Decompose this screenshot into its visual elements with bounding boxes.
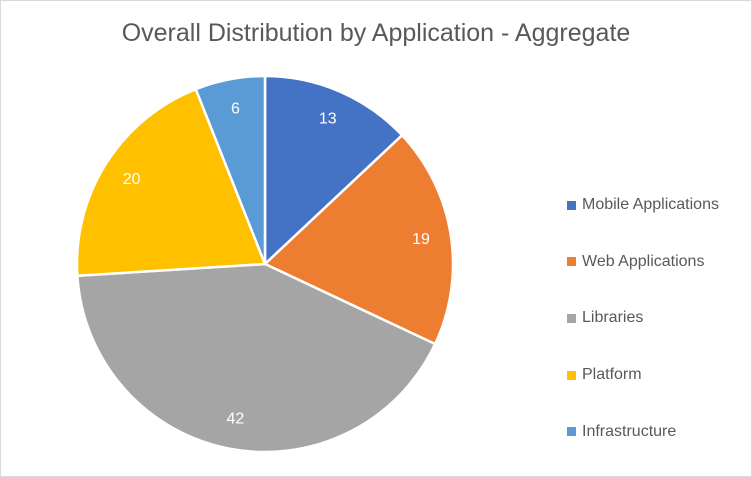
data-label-libraries: 42 [227, 411, 245, 428]
data-label-web-applications: 19 [412, 231, 430, 248]
legend-swatch [567, 313, 576, 323]
pie-slice-mobile-applications [263, 74, 404, 266]
legend-swatch [567, 427, 576, 437]
pie-slice-web-applications [263, 134, 455, 346]
legend-swatch [567, 200, 576, 210]
data-label-infrastructure: 6 [231, 100, 240, 117]
legend-swatch [567, 257, 576, 267]
chart-title: Overall Distribution by Application - Ag… [121, 19, 631, 47]
legend-label: Platform [582, 366, 642, 384]
legend-label: Infrastructure [582, 422, 677, 440]
legend-item-platform: Platform [567, 347, 747, 404]
legend-swatch [567, 370, 576, 380]
legend-label: Mobile Applications [582, 196, 719, 214]
pie-slice-libraries [76, 262, 437, 454]
legend: Mobile Applications Web Applications Libra… [567, 195, 747, 460]
legend-item-web-applications: Web Applications [567, 234, 747, 291]
legend-item-mobile-applications: Mobile Applications [567, 177, 747, 234]
pie-slice-platform [75, 87, 267, 278]
legend-item-infrastructure: Infrastructure [567, 403, 747, 460]
data-label-mobile-applications: 13 [319, 111, 337, 128]
legend-label: Web Applications [582, 252, 705, 270]
legend-label: Libraries [582, 309, 644, 327]
pie-slice-infrastructure [194, 74, 267, 266]
data-label-platform: 20 [123, 171, 141, 188]
legend-item-libraries: Libraries [567, 290, 747, 347]
